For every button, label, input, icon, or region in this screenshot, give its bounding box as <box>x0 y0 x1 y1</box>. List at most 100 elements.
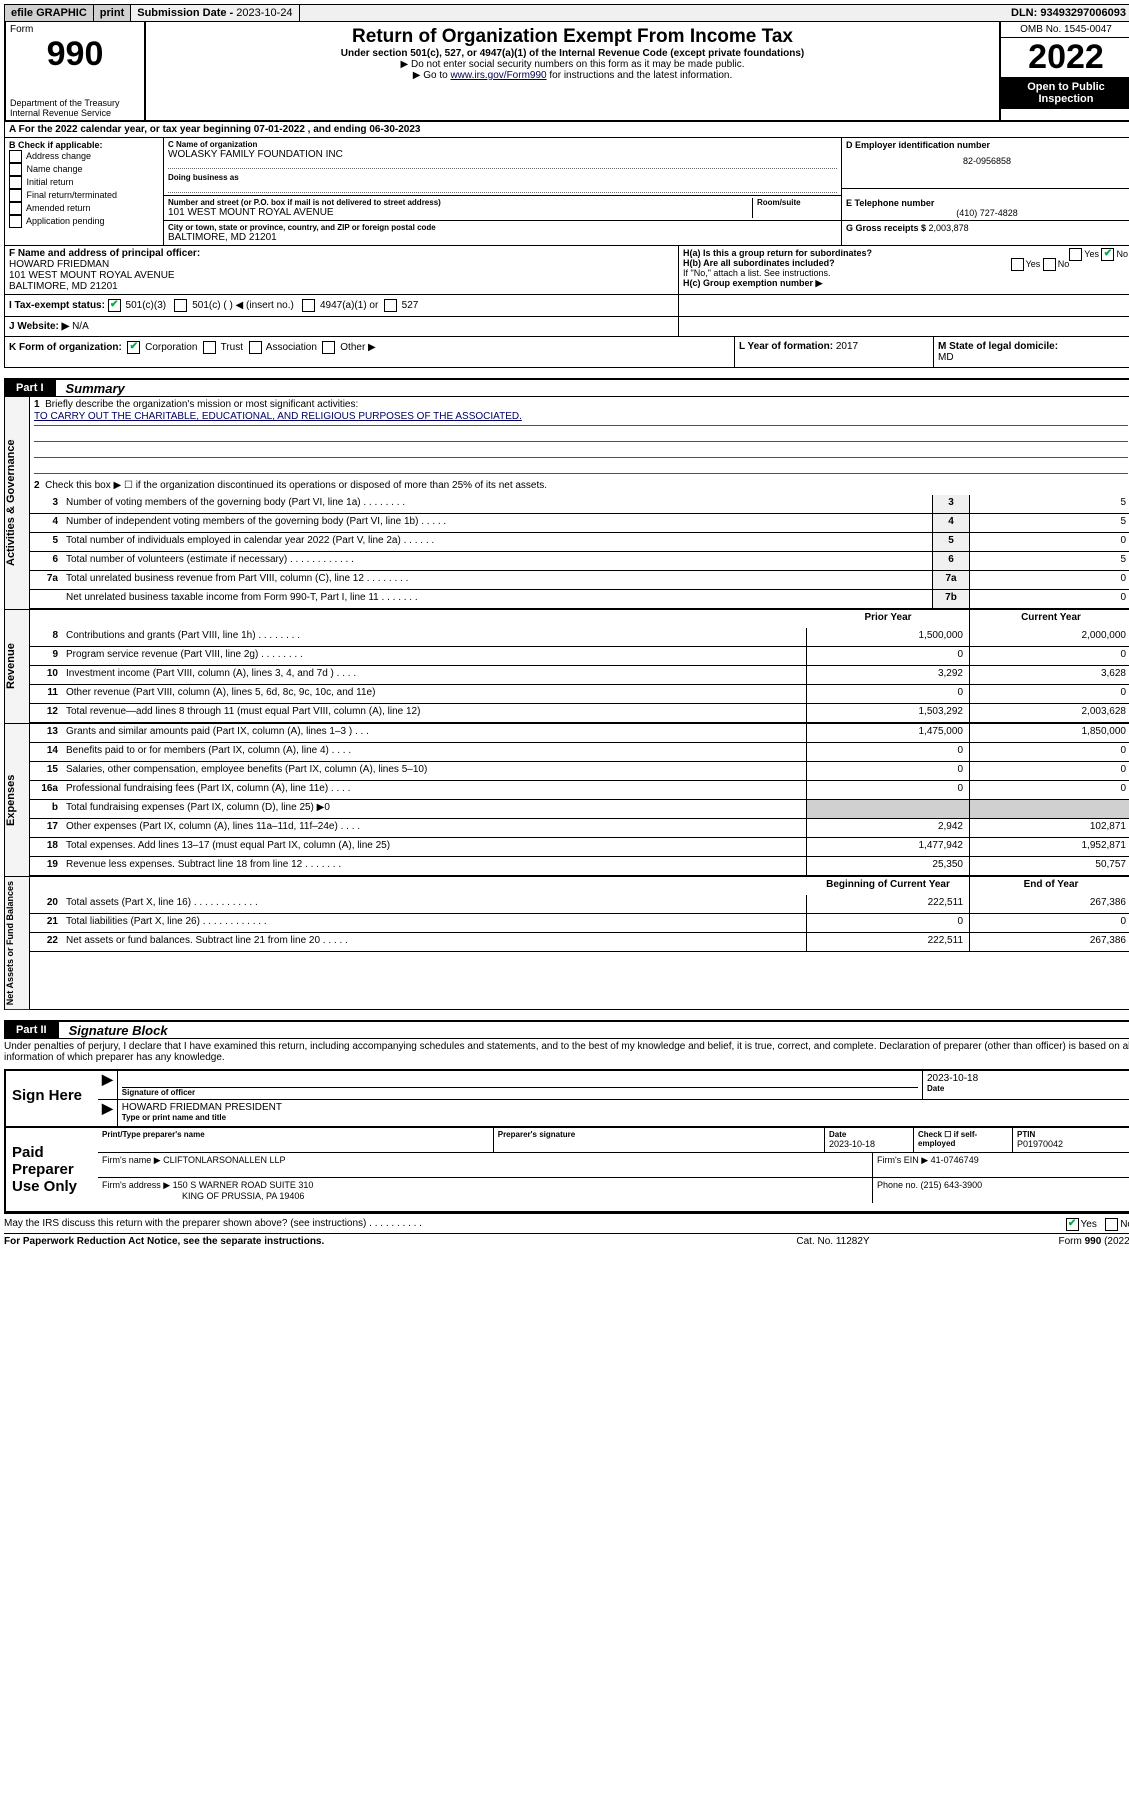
current-value: 0 <box>970 685 1129 703</box>
year-formation: 2017 <box>836 341 858 352</box>
current-value: 3,628 <box>970 666 1129 684</box>
firm-addr1: 150 S WARNER ROAD SUITE 310 <box>173 1180 314 1190</box>
current-value: 0 <box>970 647 1129 665</box>
i-527[interactable] <box>384 299 397 312</box>
cat-no: Cat. No. 11282Y <box>733 1236 933 1247</box>
current-value: 267,386 <box>970 895 1129 913</box>
prior-value: 222,511 <box>807 933 970 951</box>
footer: For Paperwork Reduction Act Notice, see … <box>4 1233 1129 1249</box>
city-state-zip: BALTIMORE, MD 21201 <box>168 232 837 243</box>
line-box: 5 <box>933 533 970 551</box>
preparer-phone: (215) 643-3900 <box>921 1180 983 1190</box>
i-501c3[interactable] <box>108 299 121 312</box>
i-501c[interactable] <box>174 299 187 312</box>
dept-treasury: Department of the Treasury Internal Reve… <box>10 98 140 118</box>
row-k: K Form of organization: Corporation Trus… <box>4 337 1129 368</box>
check-address-change[interactable] <box>9 150 22 163</box>
k-corp[interactable] <box>127 341 140 354</box>
row-a-tax-year: A For the 2022 calendar year, or tax yea… <box>4 122 1129 138</box>
tax-year: 2022 <box>1001 38 1129 77</box>
section-b-through-g: B Check if applicable: Address change Na… <box>4 138 1129 246</box>
current-value: 1,850,000 <box>970 724 1129 742</box>
phone-value: (410) 727-4828 <box>846 208 1128 218</box>
part-1-expenses: Expenses 13Grants and similar amounts pa… <box>4 724 1129 877</box>
current-value <box>970 800 1129 818</box>
line-label: Total liabilities (Part X, line 26) . . … <box>62 914 807 932</box>
may-irs-discuss: May the IRS discuss this return with the… <box>4 1213 1129 1233</box>
top-bar: efile GRAPHIC print Submission Date - 20… <box>4 4 1129 22</box>
hb-yes[interactable] <box>1011 258 1024 271</box>
line-value: 0 <box>970 571 1129 589</box>
hdr-prior: Prior Year <box>807 610 970 628</box>
row-j: J Website: ▶ N/A <box>4 317 1129 337</box>
current-value: 0 <box>970 781 1129 799</box>
self-emp-check[interactable]: Check ☐ if self-employed <box>918 1130 1008 1148</box>
line-label: Professional fundraising fees (Part IX, … <box>62 781 807 799</box>
subtitle-2: ▶ Do not enter social security numbers o… <box>152 59 993 70</box>
efile-btn[interactable]: efile GRAPHIC <box>5 5 94 21</box>
line-label: Total expenses. Add lines 13–17 (must eq… <box>62 838 807 856</box>
part-1-activities-gov: Activities & Governance 1 Briefly descri… <box>4 397 1129 610</box>
state-domicile: MD <box>938 352 954 363</box>
prior-value: 2,942 <box>807 819 970 837</box>
officer-printed: HOWARD FRIEDMAN PRESIDENT <box>122 1102 1127 1113</box>
firm-name: CLIFTONLARSONALLEN LLP <box>163 1155 285 1165</box>
d-ein-label: D Employer identification number <box>846 140 1128 150</box>
k-assoc[interactable] <box>249 341 262 354</box>
line-label: Total assets (Part X, line 16) . . . . .… <box>62 895 807 913</box>
may-no[interactable] <box>1105 1218 1118 1231</box>
col-b-checkboxes: B Check if applicable: Address change Na… <box>5 138 164 245</box>
current-value: 0 <box>970 762 1129 780</box>
line-label: Other revenue (Part VIII, column (A), li… <box>62 685 807 703</box>
firm-addr2: KING OF PRUSSIA, PA 19406 <box>102 1191 868 1201</box>
current-value: 2,000,000 <box>970 628 1129 646</box>
line-label: Investment income (Part VIII, column (A)… <box>62 666 807 684</box>
hdr-end: End of Year <box>970 877 1129 895</box>
print-btn[interactable]: print <box>94 5 131 21</box>
current-value: 267,386 <box>970 933 1129 951</box>
line-label: Grants and similar amounts paid (Part IX… <box>62 724 807 742</box>
line-label: Total fundraising expenses (Part IX, col… <box>62 800 807 818</box>
sig-officer-label: Signature of officer <box>122 1088 918 1097</box>
line-label: Net assets or fund balances. Subtract li… <box>62 933 807 951</box>
subtitle-3: ▶ Go to www.irs.gov/Form990 for instruct… <box>152 70 993 81</box>
firm-ein: 41-0746749 <box>931 1155 979 1165</box>
check-initial-return[interactable] <box>9 176 22 189</box>
current-value: 2,003,628 <box>970 704 1129 722</box>
ha-yes[interactable] <box>1069 248 1082 261</box>
line-label: Total number of volunteers (estimate if … <box>62 552 933 570</box>
q2-label: Check this box ▶ ☐ if the organization d… <box>45 480 547 491</box>
check-name-change[interactable] <box>9 163 22 176</box>
check-application-pending[interactable] <box>9 215 22 228</box>
dln: DLN: 93493297006093 <box>1005 5 1129 21</box>
i-4947[interactable] <box>302 299 315 312</box>
check-amended-return[interactable] <box>9 202 22 215</box>
line-label: Revenue less expenses. Subtract line 18 … <box>62 857 807 875</box>
may-yes[interactable] <box>1066 1218 1079 1231</box>
hdr-beg: Beginning of Current Year <box>807 877 970 895</box>
officer-name: HOWARD FRIEDMAN <box>9 259 674 270</box>
c-name-label: C Name of organization <box>168 140 837 149</box>
line-label: Benefits paid to or for members (Part IX… <box>62 743 807 761</box>
current-value: 102,871 <box>970 819 1129 837</box>
line-label: Other expenses (Part IX, column (A), lin… <box>62 819 807 837</box>
k-other[interactable] <box>322 341 335 354</box>
hdr-curr: Current Year <box>970 610 1129 628</box>
prior-value: 0 <box>807 743 970 761</box>
ha-no[interactable] <box>1101 248 1114 261</box>
line-value: 0 <box>970 533 1129 551</box>
line-label: Net unrelated business taxable income fr… <box>62 590 933 608</box>
main-title: Return of Organization Exempt From Incom… <box>152 26 993 48</box>
prior-value <box>807 800 970 818</box>
submission-date: Submission Date - 2023-10-24 <box>131 5 299 21</box>
k-trust[interactable] <box>203 341 216 354</box>
check-final-return-terminated[interactable] <box>9 189 22 202</box>
line-label: Contributions and grants (Part VIII, lin… <box>62 628 807 646</box>
g-gross-label: G Gross receipts $ <box>846 223 929 233</box>
form-header: Form 990 Department of the Treasury Inte… <box>4 22 1129 122</box>
website-value: N/A <box>72 321 89 332</box>
hb-no[interactable] <box>1043 258 1056 271</box>
line-box: 3 <box>933 495 970 513</box>
sig-date: 2023-10-18 <box>927 1073 1127 1084</box>
irs-link[interactable]: www.irs.gov/Form990 <box>450 70 546 81</box>
